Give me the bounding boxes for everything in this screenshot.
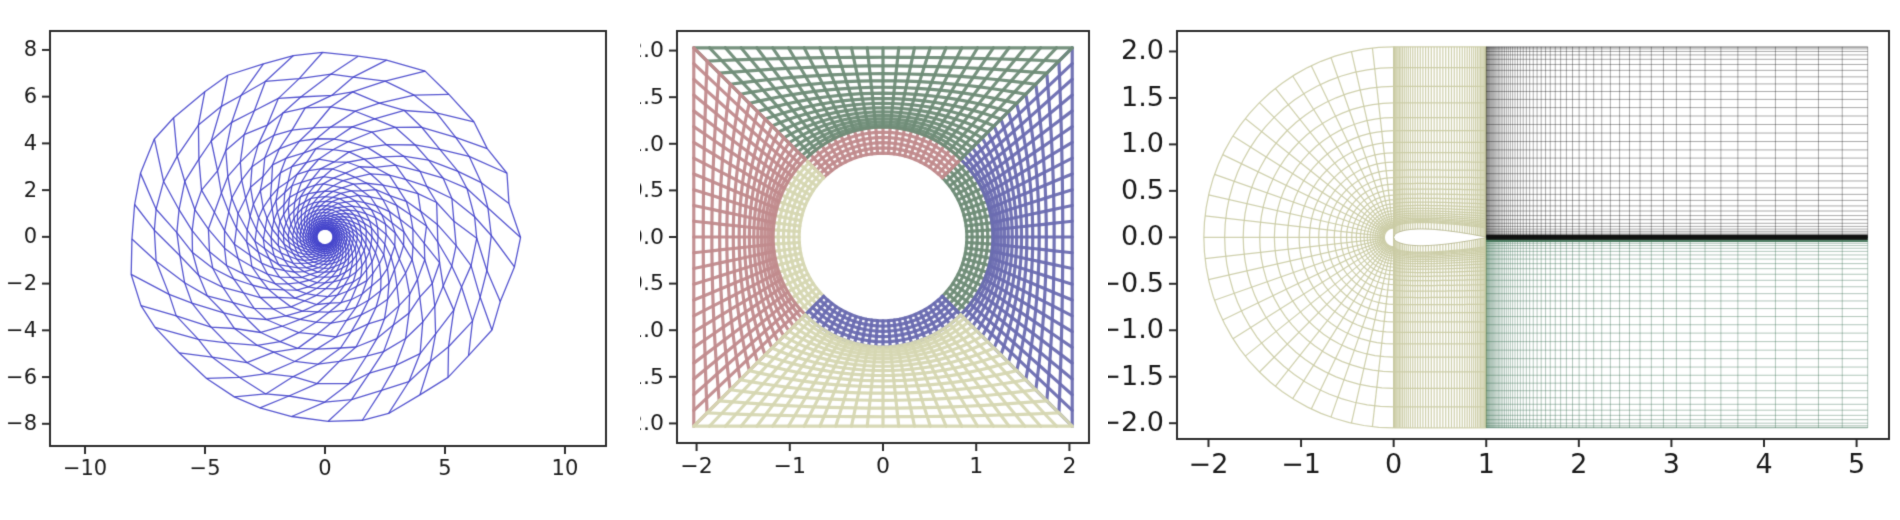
spiral-mesh-subplot	[0, 0, 640, 520]
airfoil-cgrid-subplot	[1108, 0, 1900, 520]
cylinder-multiblock-subplot	[640, 0, 1108, 520]
